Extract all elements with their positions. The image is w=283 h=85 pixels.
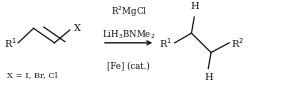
Text: X: X bbox=[74, 24, 81, 33]
Text: R$^{2}$MgCl: R$^{2}$MgCl bbox=[111, 5, 147, 19]
Text: X = I, Br, Cl: X = I, Br, Cl bbox=[7, 71, 57, 79]
Text: R$^{1}$: R$^{1}$ bbox=[4, 36, 17, 50]
Text: H: H bbox=[204, 73, 213, 82]
Text: R$^{1}$: R$^{1}$ bbox=[159, 36, 172, 50]
Text: [Fe] (cat.): [Fe] (cat.) bbox=[107, 61, 150, 70]
Text: R$^{2}$: R$^{2}$ bbox=[231, 36, 245, 50]
Text: H: H bbox=[190, 2, 199, 11]
Text: LiH$_{3}$BNMe$_{2}$: LiH$_{3}$BNMe$_{2}$ bbox=[102, 28, 155, 41]
